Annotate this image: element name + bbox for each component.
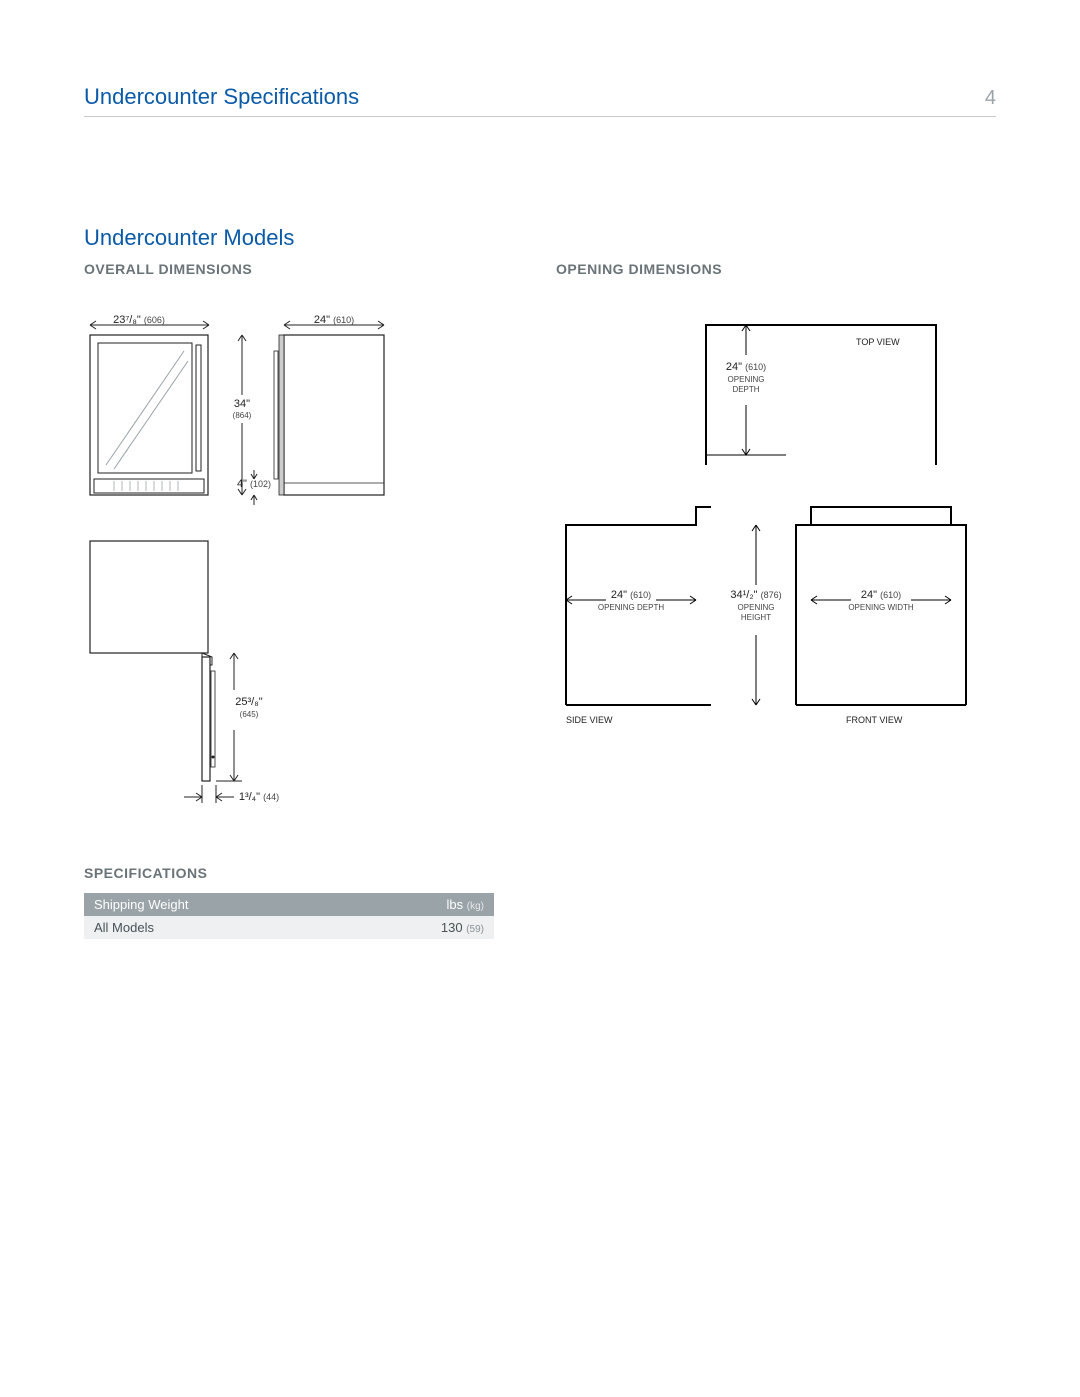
spec-col-units: lbs (kg) bbox=[348, 893, 494, 916]
svg-text:1³/₄" (44): 1³/₄" (44) bbox=[239, 791, 279, 803]
dim-swing: 25³/₈" bbox=[235, 696, 263, 708]
door-swing-diagram: 25³/₈" (645) 1³/₄" (44) bbox=[84, 535, 516, 815]
dim-toe: 4" bbox=[237, 478, 247, 490]
header-title: Undercounter Specifications bbox=[84, 84, 359, 110]
svg-text:OPENING DEPTH: OPENING DEPTH bbox=[598, 603, 664, 612]
opening-dimensions-heading: OPENING DIMENSIONS bbox=[556, 261, 996, 277]
svg-text:(645): (645) bbox=[240, 710, 259, 719]
dim-height: 34" bbox=[234, 398, 250, 410]
svg-text:(864): (864) bbox=[233, 411, 252, 420]
table-row: All Models 130 (59) bbox=[84, 916, 494, 939]
svg-text:23⁷/₈" (606): 23⁷/₈" (606) bbox=[113, 314, 165, 326]
svg-text:OPENING: OPENING bbox=[738, 603, 775, 612]
side-elevation bbox=[274, 335, 384, 495]
specifications-heading: SPECIFICATIONS bbox=[84, 865, 516, 881]
opening-top-view: 24" (610) OPENING DEPTH TOP VIEW bbox=[556, 295, 996, 475]
svg-text:24" (610): 24" (610) bbox=[611, 589, 651, 601]
page-header: Undercounter Specifications 4 bbox=[84, 84, 996, 117]
section-title: Undercounter Models bbox=[84, 225, 996, 251]
svg-text:SIDE VIEW: SIDE VIEW bbox=[566, 715, 613, 725]
dim-width: 23⁷/₈" bbox=[113, 314, 141, 326]
svg-text:DEPTH: DEPTH bbox=[732, 385, 759, 394]
svg-text:24" (610): 24" (610) bbox=[314, 314, 354, 326]
svg-text:FRONT VIEW: FRONT VIEW bbox=[846, 715, 903, 725]
spec-col-label: Shipping Weight bbox=[84, 893, 348, 916]
svg-text:TOP VIEW: TOP VIEW bbox=[856, 337, 900, 347]
specifications-table: Shipping Weight lbs (kg) All Models 130 … bbox=[84, 893, 494, 939]
opening-side-front-view: 24" (610) OPENING DEPTH SIDE VIEW 34¹/₂"… bbox=[556, 495, 996, 745]
svg-text:HEIGHT: HEIGHT bbox=[741, 613, 771, 622]
dim-depth: 24" bbox=[314, 314, 330, 326]
page-number: 4 bbox=[985, 87, 996, 110]
svg-text:24" (610): 24" (610) bbox=[861, 589, 901, 601]
svg-text:34¹/₂" (876): 34¹/₂" (876) bbox=[730, 589, 781, 601]
overall-dimensions-heading: OVERALL DIMENSIONS bbox=[84, 261, 516, 277]
svg-text:OPENING: OPENING bbox=[728, 375, 765, 384]
svg-text:OPENING WIDTH: OPENING WIDTH bbox=[848, 603, 914, 612]
front-elevation bbox=[90, 335, 208, 495]
svg-text:24" (610): 24" (610) bbox=[726, 361, 766, 373]
overall-dimensions-diagram: 23⁷/₈" (606) 24" (610) bbox=[84, 295, 516, 525]
svg-text:4" (102): 4" (102) bbox=[237, 478, 271, 490]
dim-handle-proj: 1³/₄" bbox=[239, 791, 260, 803]
